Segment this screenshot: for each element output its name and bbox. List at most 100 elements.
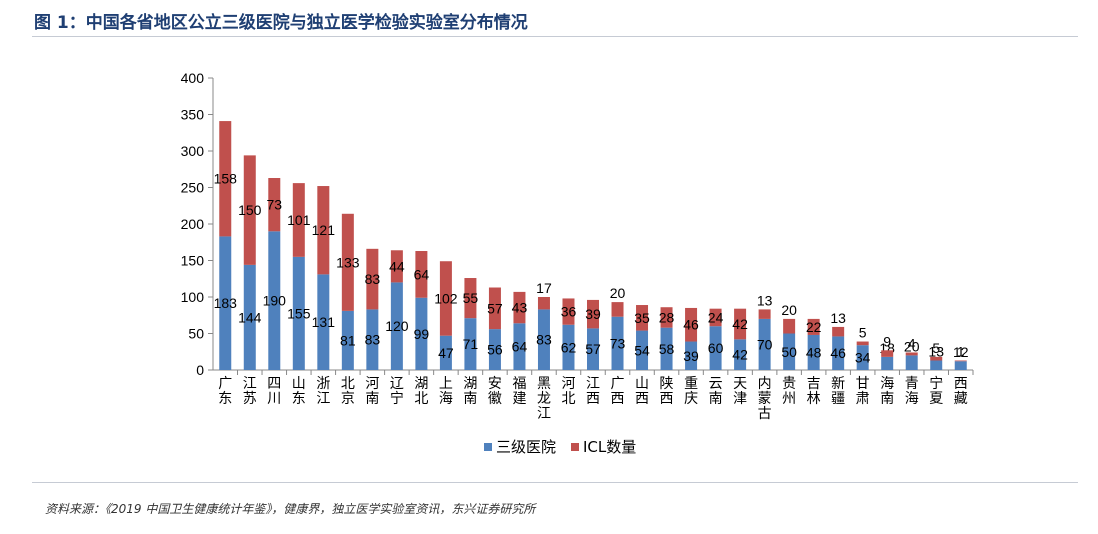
data-label: 73 [610, 335, 626, 351]
y-tick-label: 0 [196, 362, 204, 378]
x-tick-label-char: 夏 [929, 391, 943, 407]
bar-segment-hospital [856, 345, 869, 370]
data-label: 102 [434, 290, 458, 306]
data-label: 133 [336, 254, 360, 270]
data-label: 121 [312, 222, 336, 238]
bar-segment-hospital [734, 339, 747, 370]
data-label: 20 [610, 285, 626, 301]
bar-segment-hospital [513, 323, 526, 370]
bar-segment-hospital [807, 334, 820, 370]
bar-segment-hospital [905, 355, 918, 370]
data-label: 73 [267, 197, 283, 213]
y-tick-label: 150 [181, 253, 205, 269]
data-label: 150 [238, 202, 262, 218]
y-tick-label: 200 [181, 216, 205, 232]
data-label: 46 [830, 345, 846, 361]
x-tick-label-char: 北 [561, 391, 575, 407]
bar-segment-icl [758, 309, 771, 319]
x-tick-label-char: 龙 [537, 391, 551, 407]
title-divider [32, 36, 1078, 37]
bar-segment-hospital [562, 324, 575, 370]
x-tick-label-char: 藏 [954, 391, 968, 407]
data-label: 48 [806, 344, 822, 360]
bar-segment-hospital [685, 341, 698, 370]
x-tick-label-char: 江 [243, 376, 257, 392]
bar-segment-hospital [292, 256, 305, 370]
x-tick-label-char: 古 [758, 406, 772, 422]
x-tick-label-char: 甘 [856, 376, 870, 392]
data-label: 24 [708, 309, 724, 325]
bar-segment-icl [709, 308, 722, 327]
x-tick-label-char: 海 [905, 391, 919, 407]
bar-segment-hospital [268, 231, 281, 370]
x-tick-label-char: 福 [512, 376, 526, 392]
data-label: 42 [732, 347, 748, 363]
bar-segment-icl [930, 356, 943, 361]
x-tick-label-char: 云 [709, 376, 723, 392]
y-tick-label: 100 [181, 289, 205, 305]
data-label: 64 [512, 339, 528, 355]
data-label: 28 [659, 309, 675, 325]
data-label: 131 [312, 314, 336, 330]
data-label: 42 [732, 316, 748, 332]
x-tick-label-char: 疆 [831, 391, 845, 407]
x-tick-label-char: 徽 [488, 391, 502, 407]
x-tick-label-char: 西 [635, 391, 649, 407]
data-label: 64 [414, 266, 430, 282]
data-label: 55 [463, 290, 479, 306]
x-tick-label-char: 安 [488, 376, 502, 392]
data-label: 34 [855, 350, 871, 366]
x-tick-label-char: 海 [439, 391, 453, 407]
x-tick-label-char: 黑 [537, 376, 551, 392]
bar-segment-icl [807, 318, 820, 335]
bar-segment-icl [390, 250, 403, 283]
data-label: 13 [757, 292, 773, 308]
data-label: 12 [953, 344, 969, 360]
data-label: 62 [561, 339, 577, 355]
bar-segment-icl [341, 213, 354, 311]
data-label: 17 [536, 280, 552, 296]
x-tick-label-char: 西 [586, 391, 600, 407]
data-label: 57 [487, 300, 503, 316]
x-tick-label-char: 天 [733, 376, 747, 392]
bar-segment-icl [464, 278, 477, 319]
bar-segment-icl [856, 341, 869, 346]
bar-segment-icl [905, 352, 918, 356]
bar-segment-hospital [758, 318, 771, 370]
bar-segment-hospital [317, 274, 330, 370]
data-label: 70 [757, 336, 773, 352]
x-tick-label-char: 宁 [390, 390, 404, 407]
data-label: 1 [957, 344, 965, 360]
bar-segment-hospital [660, 327, 673, 370]
bar-segment-hospital [611, 316, 624, 370]
bar-segment-icl [562, 298, 575, 325]
data-label: 83 [536, 332, 552, 348]
x-tick-label-char: 北 [414, 391, 428, 407]
x-tick-label-char: 内 [758, 376, 772, 392]
x-tick-label-char: 湖 [414, 376, 428, 392]
data-label: 4 [908, 335, 916, 351]
x-tick-label-char: 河 [561, 376, 575, 392]
data-label: 57 [585, 341, 601, 357]
data-label: 99 [414, 326, 430, 342]
bar-segment-hospital [390, 282, 403, 370]
data-label: 39 [683, 348, 699, 364]
source-divider [32, 482, 1078, 483]
legend-label-icl: ICL数量 [583, 438, 636, 456]
bar-segment-icl [685, 307, 698, 342]
x-tick-label-char: 贵 [782, 376, 796, 392]
bar-segment-icl [881, 350, 894, 357]
bar-segment-icl [954, 360, 967, 362]
bar-segment-icl [611, 302, 624, 317]
bar-segment-icl [660, 307, 673, 328]
bar-segment-icl [587, 299, 599, 329]
bar-segment-icl [488, 287, 501, 330]
data-label: 81 [340, 332, 356, 348]
bar-segment-hospital [439, 335, 452, 370]
bar-segment-hospital [537, 309, 550, 370]
x-tick-label-char: 京 [341, 391, 355, 407]
legend-label-hospital: 三级医院 [496, 438, 556, 456]
bar-segment-hospital [783, 333, 796, 370]
x-tick-label-char: 浙 [316, 376, 330, 392]
x-tick-label-char: 江 [316, 391, 330, 407]
